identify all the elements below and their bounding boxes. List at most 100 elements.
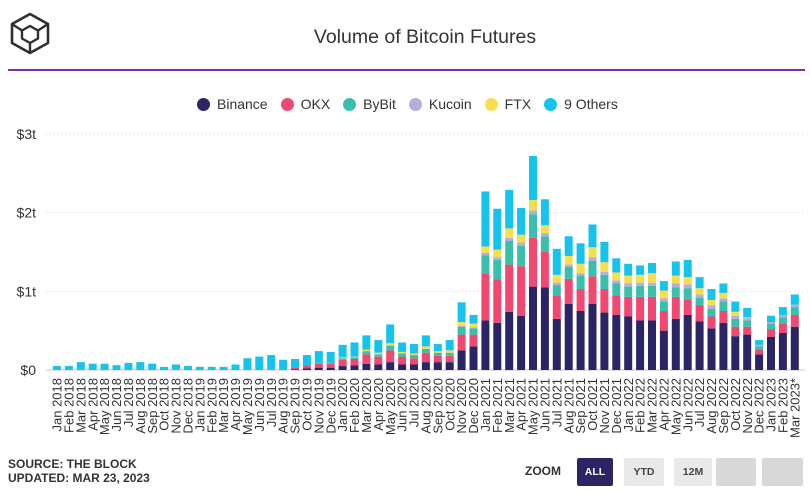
bar-segment-9-others[interactable] xyxy=(255,356,264,370)
bar-segment-okx[interactable] xyxy=(398,356,407,365)
bar-segment-9-others[interactable] xyxy=(64,366,73,370)
bar-segment-bybit[interactable] xyxy=(469,328,478,335)
bar-segment-ftx[interactable] xyxy=(624,275,633,284)
bar-segment-bybit[interactable] xyxy=(636,285,645,297)
bar-segment-9-others[interactable] xyxy=(291,358,299,368)
bar-segment-okx[interactable] xyxy=(624,296,633,317)
bar-segment-kucoin[interactable] xyxy=(790,304,799,308)
bar-segment-binance[interactable] xyxy=(600,312,609,370)
bar-segment-9-others[interactable] xyxy=(421,335,430,347)
bar-segment-9-others[interactable] xyxy=(600,241,609,263)
bar-segment-kucoin[interactable] xyxy=(624,283,633,287)
bar-segment-bybit[interactable] xyxy=(529,214,537,238)
bar-segment-bybit[interactable] xyxy=(790,307,799,315)
bar-segment-9-others[interactable] xyxy=(100,363,109,370)
bar-segment-9-others[interactable] xyxy=(564,236,573,256)
bar-segment-9-others[interactable] xyxy=(172,364,180,370)
bar-segment-ftx[interactable] xyxy=(659,290,668,299)
bar-segment-bybit[interactable] xyxy=(326,362,335,364)
bar-segment-binance[interactable] xyxy=(433,362,442,370)
bar-segment-ftx[interactable] xyxy=(445,350,454,353)
bar-segment-9-others[interactable] xyxy=(743,307,752,318)
bar-segment-ftx[interactable] xyxy=(517,234,526,243)
zoom-12m-button[interactable]: 12M xyxy=(674,458,712,486)
bar-segment-kucoin[interactable] xyxy=(719,298,728,302)
bar-segment-kucoin[interactable] xyxy=(457,325,466,327)
bar-segment-ftx[interactable] xyxy=(505,228,514,238)
bar-segment-ftx[interactable] xyxy=(362,349,371,352)
bar-segment-bybit[interactable] xyxy=(433,352,442,356)
bar-segment-okx[interactable] xyxy=(552,295,561,319)
bar-segment-okx[interactable] xyxy=(659,311,668,331)
bar-segment-bybit[interactable] xyxy=(683,288,692,300)
bar-segment-okx[interactable] xyxy=(743,326,752,335)
bar-segment-binance[interactable] xyxy=(529,286,537,370)
bar-segment-9-others[interactable] xyxy=(469,314,478,324)
zoom-all-button[interactable]: ALL xyxy=(577,458,613,486)
bar-segment-okx[interactable] xyxy=(790,314,799,327)
bar-segment-ftx[interactable] xyxy=(552,274,561,283)
bar-segment-kucoin[interactable] xyxy=(778,314,787,318)
bar-segment-okx[interactable] xyxy=(457,334,466,351)
bar-segment-okx[interactable] xyxy=(576,288,585,311)
bar-segment-ftx[interactable] xyxy=(493,249,502,258)
bar-segment-ftx[interactable] xyxy=(481,246,490,253)
bar-segment-binance[interactable] xyxy=(719,322,728,370)
bar-segment-bybit[interactable] xyxy=(386,345,395,351)
bar-segment-ftx[interactable] xyxy=(350,356,359,358)
bar-segment-kucoin[interactable] xyxy=(481,252,490,256)
bar-segment-binance[interactable] xyxy=(731,336,740,370)
bar-segment-kucoin[interactable] xyxy=(552,282,561,286)
bar-segment-9-others[interactable] xyxy=(267,355,276,370)
bar-segment-kucoin[interactable] xyxy=(636,282,645,286)
bar-segment-kucoin[interactable] xyxy=(505,237,514,241)
bar-segment-bybit[interactable] xyxy=(398,353,407,357)
bar-segment-binance[interactable] xyxy=(624,316,633,370)
bar-segment-ftx[interactable] xyxy=(338,357,347,359)
bar-segment-bybit[interactable] xyxy=(671,287,680,297)
bar-segment-okx[interactable] xyxy=(671,296,680,319)
bar-segment-bybit[interactable] xyxy=(600,274,609,289)
bar-segment-9-others[interactable] xyxy=(183,366,192,370)
bar-segment-binance[interactable] xyxy=(671,318,680,370)
bar-segment-okx[interactable] xyxy=(291,367,299,370)
bar-segment-kucoin[interactable] xyxy=(767,322,775,324)
bar-segment-ftx[interactable] xyxy=(576,263,585,274)
bar-segment-binance[interactable] xyxy=(457,350,466,370)
bar-segment-okx[interactable] xyxy=(350,358,359,366)
bar-segment-bybit[interactable] xyxy=(755,346,764,350)
bar-segment-binance[interactable] xyxy=(421,362,430,370)
bar-segment-kucoin[interactable] xyxy=(529,210,537,215)
bar-segment-9-others[interactable] xyxy=(410,344,418,354)
bar-segment-9-others[interactable] xyxy=(767,315,775,323)
bar-segment-9-others[interactable] xyxy=(88,363,97,370)
bar-segment-okx[interactable] xyxy=(445,355,454,363)
bar-segment-9-others[interactable] xyxy=(124,362,133,370)
bar-segment-ftx[interactable] xyxy=(469,323,478,328)
bar-segment-9-others[interactable] xyxy=(136,362,145,370)
bar-segment-9-others[interactable] xyxy=(790,294,799,305)
bar-segment-okx[interactable] xyxy=(314,363,323,368)
bar-segment-9-others[interactable] xyxy=(505,189,514,229)
legend-item-9-others[interactable]: 9 Others xyxy=(544,95,618,113)
bar-segment-okx[interactable] xyxy=(755,349,764,355)
bar-segment-okx[interactable] xyxy=(719,311,728,323)
bar-segment-binance[interactable] xyxy=(576,311,585,370)
bar-segment-binance[interactable] xyxy=(695,321,704,370)
bar-segment-ftx[interactable] xyxy=(457,322,466,326)
bar-segment-bybit[interactable] xyxy=(659,301,668,311)
bar-segment-okx[interactable] xyxy=(302,365,311,369)
bar-segment-9-others[interactable] xyxy=(326,351,335,363)
bar-segment-binance[interactable] xyxy=(374,364,383,370)
bar-segment-kucoin[interactable] xyxy=(564,264,573,267)
bar-segment-9-others[interactable] xyxy=(636,265,645,275)
bar-segment-binance[interactable] xyxy=(648,320,656,370)
bar-segment-9-others[interactable] xyxy=(648,263,656,274)
bar-segment-9-others[interactable] xyxy=(160,366,169,370)
bar-segment-9-others[interactable] xyxy=(386,324,395,344)
bar-segment-9-others[interactable] xyxy=(302,355,311,366)
bar-segment-9-others[interactable] xyxy=(659,281,668,291)
legend-item-kucoin[interactable]: Kucoin xyxy=(408,95,472,113)
bar-segment-9-others[interactable] xyxy=(552,248,561,275)
bar-segment-ftx[interactable] xyxy=(731,311,740,316)
